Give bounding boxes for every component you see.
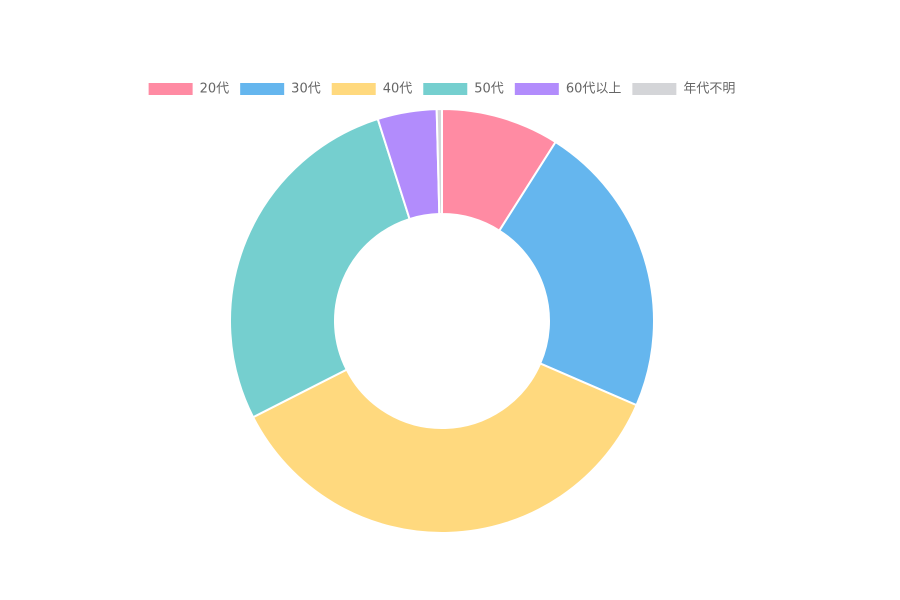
legend-swatch xyxy=(240,83,285,95)
legend-swatch xyxy=(514,83,559,95)
slice xyxy=(435,107,443,216)
legend-label: 30代 xyxy=(291,82,321,97)
slice xyxy=(229,117,411,419)
legend-swatch xyxy=(331,83,376,95)
slice xyxy=(497,140,655,407)
legend-swatch xyxy=(632,83,677,95)
legend-swatch xyxy=(423,83,468,95)
slice xyxy=(251,362,638,534)
legend: 20代 30代 40代 50代 60代以上 年代不明 xyxy=(148,82,735,97)
legend-label: 50代 xyxy=(474,82,504,97)
legend-label: 40代 xyxy=(383,82,413,97)
legend-swatch xyxy=(148,83,193,95)
legend-label: 60代以上 xyxy=(566,82,622,97)
legend-label: 年代不明 xyxy=(683,82,735,97)
legend-label: 20代 xyxy=(200,82,230,97)
